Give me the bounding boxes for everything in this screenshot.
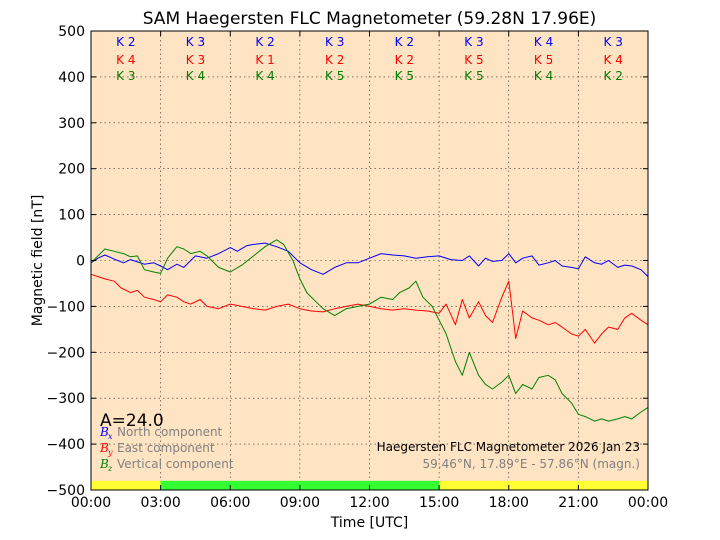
k-index-east: K 2 — [395, 53, 414, 67]
y-tick-label: −200 — [47, 345, 85, 361]
k-index-east: K 4 — [604, 53, 623, 67]
legend-label: East component — [117, 441, 215, 455]
y-tick-label: −300 — [47, 391, 85, 407]
x-tick-label: 21:00 — [558, 495, 598, 511]
k-index-east: K 4 — [116, 53, 135, 67]
legend-label: Vertical component — [117, 457, 234, 471]
legend-subscript: y — [107, 448, 113, 457]
k-index-north: K 2 — [255, 35, 274, 49]
y-tick-label: 400 — [58, 70, 85, 86]
k-index-north: K 2 — [395, 35, 414, 49]
info-line-2: 59.46°N, 17.89°E - 57.86°N (magn.) — [423, 457, 640, 471]
series-line-east-component — [90, 273, 649, 344]
a-index: A=24.0 — [100, 411, 164, 431]
axis-ticks: 00:00 03:00 06:00 09:00 12:00 15:00 18:00 21:00… — [47, 24, 669, 511]
y-tick-label: 100 — [58, 208, 85, 224]
legend-subscript: x — [108, 432, 113, 441]
y-tick-label: 200 — [58, 162, 85, 178]
x-tick-label: 00:00 — [628, 495, 668, 511]
y-tick-label: 0 — [76, 254, 85, 270]
y-tick-label: −100 — [47, 299, 85, 315]
k-index-table: K 2 K 3 K 2 K 3 K 2 K 3 K 4 K 3 K 4 K 3 K 1 K 2 K 2 K… — [116, 35, 623, 83]
legend-symbol: B — [99, 457, 109, 471]
status-segment — [439, 480, 648, 490]
k-index-vertical: K 3 — [116, 69, 135, 83]
x-tick-label: 03:00 — [140, 495, 180, 511]
k-index-vertical: K 2 — [604, 69, 623, 83]
k-index-vertical: K 4 — [255, 69, 274, 83]
y-tick-label: −500 — [47, 483, 85, 499]
y-tick-label: −400 — [47, 437, 85, 453]
k-index-north: K 3 — [604, 35, 623, 49]
grid — [91, 31, 648, 490]
y-axis-label: Magnetic field [nT] — [30, 195, 46, 327]
series-line-vertical-component — [90, 239, 649, 422]
status-segment — [91, 480, 161, 490]
k-index-vertical: K 5 — [464, 69, 483, 83]
x-tick-label: 06:00 — [210, 495, 250, 511]
x-tick-label: 12:00 — [349, 495, 389, 511]
k-index-north: K 4 — [534, 35, 553, 49]
y-tick-label: 300 — [58, 116, 85, 132]
k-index-vertical: K 5 — [325, 69, 344, 83]
k-index-vertical: K 4 — [186, 69, 205, 83]
y-tick-label: 500 — [58, 24, 85, 40]
x-axis-label: Time [UTC] — [330, 515, 408, 531]
legend-symbol: B — [99, 425, 109, 439]
k-index-north: K 2 — [116, 35, 135, 49]
chart-title: SAM Haegersten FLC Magnetometer (59.28N … — [143, 9, 597, 29]
k-index-north: K 3 — [186, 35, 205, 49]
x-tick-label: 09:00 — [280, 495, 320, 511]
k-index-east: K 5 — [464, 53, 483, 67]
k-index-east: K 1 — [255, 53, 274, 67]
k-index-north: K 3 — [325, 35, 344, 49]
k-index-north: K 3 — [464, 35, 483, 49]
legend-subscript: z — [107, 464, 113, 473]
legend-symbol: B — [99, 441, 109, 455]
series-line-north-component — [90, 242, 649, 277]
series-lines — [90, 239, 649, 422]
x-tick-label: 18:00 — [489, 495, 529, 511]
x-tick-label: 15:00 — [419, 495, 459, 511]
k-index-vertical: K 5 — [395, 69, 414, 83]
k-index-east: K 5 — [534, 53, 553, 67]
info-line-1: Haegersten FLC Magnetometer 2026 Jan 23 — [377, 440, 640, 454]
k-index-vertical: K 4 — [534, 69, 553, 83]
k-index-east: K 3 — [186, 53, 205, 67]
legend-label: North component — [117, 425, 223, 439]
x-tick-label: 00:00 — [71, 495, 111, 511]
k-index-east: K 2 — [325, 53, 344, 67]
